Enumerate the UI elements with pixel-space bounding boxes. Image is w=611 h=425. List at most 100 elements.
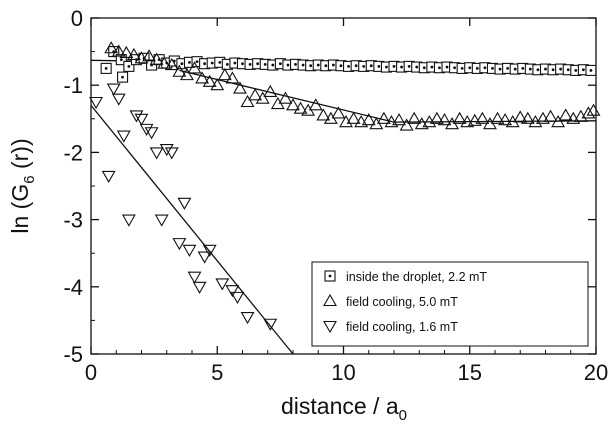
axis-ticks [90,17,597,355]
data-point-series-0 [100,62,112,74]
data-point-series-1 [126,47,141,61]
data-point-series-2 [182,244,197,257]
data-point-series-1 [157,56,172,69]
data-point-series-1 [407,111,422,124]
legend-marker-1 [323,293,337,307]
fit-line-series-2 [90,104,294,355]
data-point-series-1 [331,106,346,119]
x-axis-label-subscript: 0 [399,407,407,424]
data-point-series-1 [255,91,270,104]
data-point-series-1 [551,115,566,128]
data-point-series-1 [498,113,513,126]
data-point-series-0 [117,71,129,83]
y-tick-label: -3 [63,208,83,233]
data-point-series-2 [111,93,126,106]
x-axis-label: distance / a0 [281,393,407,424]
data-point-series-1 [180,68,194,81]
data-point-series-1 [452,111,467,124]
data-point-series-1 [263,84,278,97]
data-point-series-2 [134,113,149,126]
data-point-series-0 [115,54,127,66]
data-point-series-1 [225,71,240,84]
data-point-series-1 [543,109,558,122]
data-point-series-1 [172,64,187,77]
data-point-series-1 [376,111,391,124]
data-point-series-2 [225,285,240,298]
data-point-series-1 [513,110,528,123]
data-point-series-2 [197,251,212,264]
data-point-series-1 [558,108,573,121]
data-point-series-1 [475,111,490,124]
data-point-series-2 [149,147,164,160]
y-axis-label-subscript: 6 [21,175,38,183]
x-tick-label: 5 [211,360,223,385]
data-point-series-1 [248,88,263,101]
data-point-series-2 [215,278,230,291]
data-point-series-0 [123,60,135,72]
legend-label-2: field cooling, 1.6 mT [346,320,458,334]
data-point-series-1 [316,108,331,121]
y-axis-label: ln (G6 (r)) [7,138,38,233]
x-axis-label-text: distance / a [281,393,399,419]
data-point-series-2 [230,291,245,304]
x-tick-label: 10 [331,360,355,385]
data-point-series-2 [144,127,159,140]
data-point-series-2 [187,271,202,284]
y-tick-label: -2 [63,140,83,165]
data-point-series-1 [164,57,179,71]
data-point-series-1 [399,118,414,131]
data-point-series-1 [361,113,376,126]
x-tick-label: 20 [584,360,608,385]
data-point-series-2 [164,147,179,160]
data-point-series-1 [293,101,308,114]
data-point-series-1 [202,74,217,87]
data-point-series-2 [202,244,217,257]
y-tick-label: -4 [63,275,83,300]
data-point-series-1 [217,68,232,81]
legend: inside the droplet, 2.2 mT field cooling,… [311,261,589,347]
data-point-series-1 [520,111,535,124]
data-point-series-2 [154,214,169,227]
data-point-series-2 [263,318,278,331]
data-point-series-1 [149,52,164,65]
data-point-series-1 [104,41,119,54]
data-point-series-1 [429,111,444,124]
data-point-series-2 [106,83,121,96]
data-points [89,41,601,331]
data-point-series-1 [195,71,210,84]
legend-marker-0 [324,270,336,282]
legend-box [311,261,589,347]
legend-marker-2 [323,320,337,334]
data-point-series-2 [101,170,116,184]
data-point-series-1 [392,113,406,126]
data-point-series-2 [177,197,192,210]
data-point-series-2 [121,214,136,227]
x-tick-label: 0 [85,360,97,385]
data-point-series-2 [240,311,255,325]
y-axis-label-text: ln (G [7,184,33,234]
data-point-series-2 [159,143,174,157]
data-point-series-1 [581,106,596,119]
data-point-series-2 [116,130,131,143]
data-point-series-2 [129,110,144,123]
data-point-series-1 [278,91,293,104]
data-point-series-2 [192,281,207,294]
data-point-series-1 [142,49,157,62]
data-point-series-1 [346,111,361,124]
data-point-series-1 [119,45,134,58]
data-point-series-0 [585,64,597,76]
data-point-series-1 [111,44,126,57]
data-point-series-1 [187,61,202,74]
data-point-series-1 [286,98,300,111]
y-tick-label: -5 [63,342,83,367]
data-point-series-1 [460,115,475,128]
data-point-series-2 [89,96,103,110]
legend-label-0: inside the droplet, 2.2 mT [346,270,487,284]
y-axis-label-tail: (r)) [7,138,33,175]
data-point-series-1 [308,98,323,111]
data-point-series-2 [139,123,154,136]
x-tick-label: 15 [458,360,482,385]
data-point-series-1 [240,94,255,108]
y-tick-label: -1 [63,73,83,98]
